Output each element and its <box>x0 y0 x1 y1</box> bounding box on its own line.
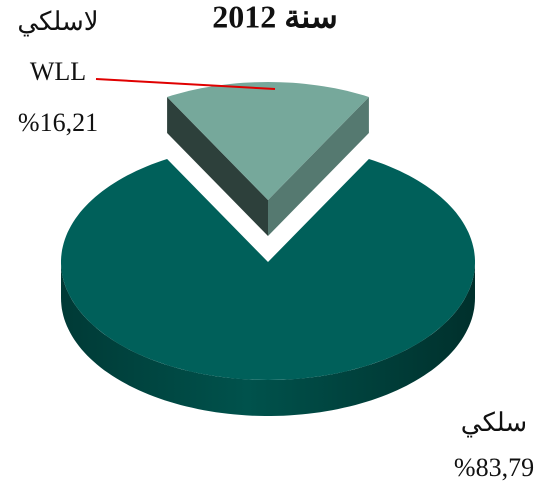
slice-side <box>61 262 475 416</box>
category-label: سلكي <box>461 408 527 437</box>
slice-wall <box>167 97 268 236</box>
chart-title: سنة 2012 <box>212 0 338 34</box>
slice <box>61 159 475 380</box>
value-label: %16,21 <box>18 108 98 137</box>
value-label: %83,79 <box>454 453 534 482</box>
leader-line <box>95 78 276 90</box>
category-label: WLL <box>30 57 86 86</box>
slice <box>167 82 369 200</box>
slice-wall <box>268 97 369 236</box>
category-label: لاسلكي <box>17 7 98 36</box>
pie <box>61 82 475 416</box>
